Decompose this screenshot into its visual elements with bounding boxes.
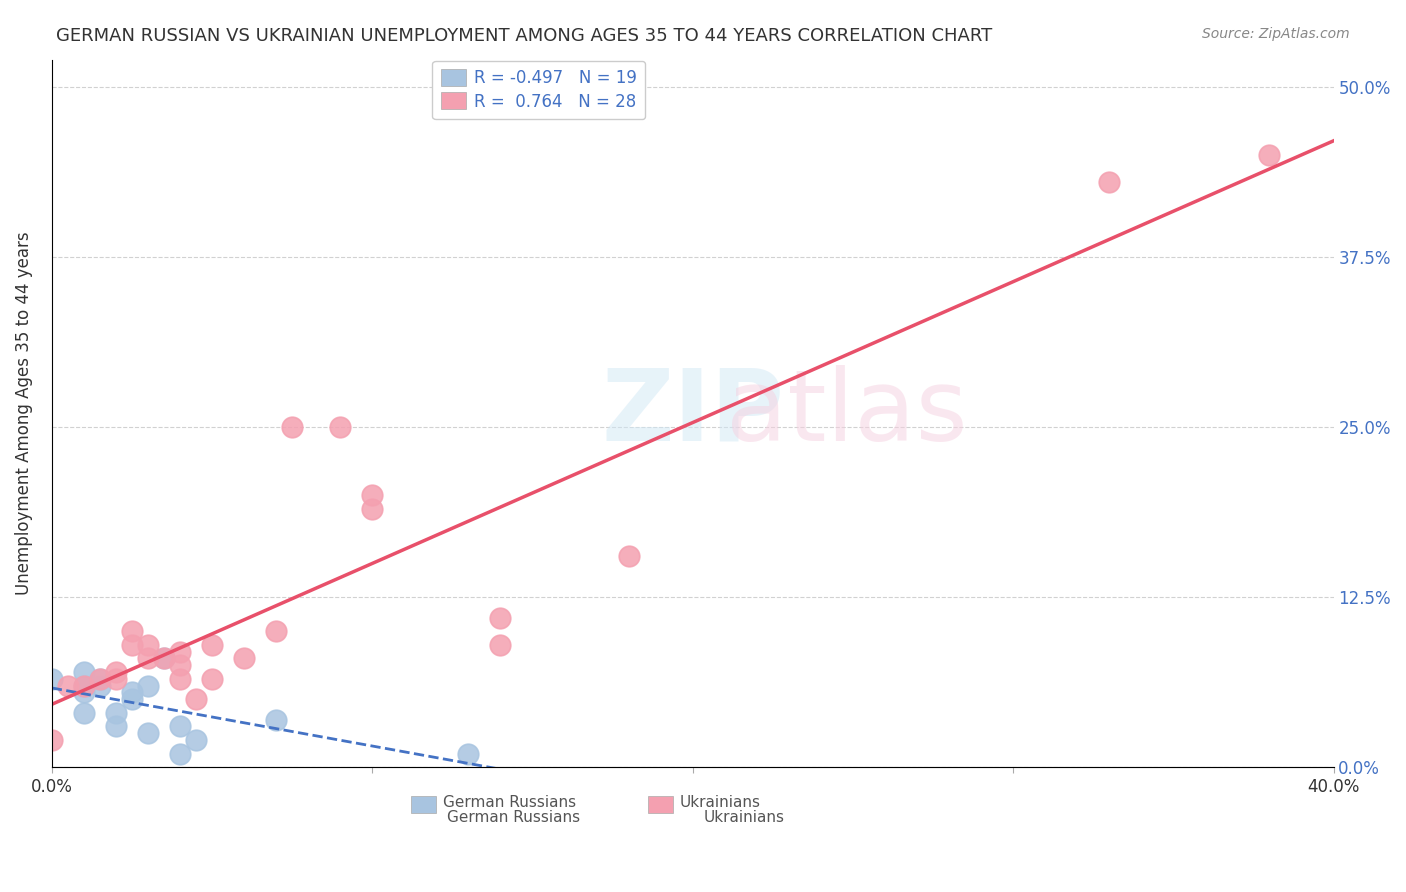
- Text: German Russians: German Russians: [447, 810, 579, 825]
- Text: Source: ZipAtlas.com: Source: ZipAtlas.com: [1202, 27, 1350, 41]
- Text: atlas: atlas: [725, 365, 967, 462]
- Point: [201, 638, 224, 652]
- Point: [153, 651, 176, 665]
- Point: [104, 672, 127, 686]
- Point: [136, 679, 159, 693]
- Point: [104, 706, 127, 720]
- Point: [361, 488, 384, 502]
- Point: [1258, 148, 1281, 162]
- Point: [89, 672, 111, 686]
- Point: [201, 672, 224, 686]
- Point: [73, 679, 96, 693]
- Point: [329, 420, 352, 434]
- Point: [136, 651, 159, 665]
- Point: [73, 685, 96, 699]
- Point: [169, 644, 191, 658]
- Text: German Russians: German Russians: [443, 795, 576, 810]
- Point: [121, 638, 143, 652]
- Point: [169, 672, 191, 686]
- Point: [121, 624, 143, 639]
- Point: [73, 665, 96, 679]
- Point: [281, 420, 304, 434]
- Point: [184, 733, 207, 747]
- Point: [169, 747, 191, 761]
- Text: Ukrainians: Ukrainians: [681, 795, 761, 810]
- Point: [73, 706, 96, 720]
- Legend: R = -0.497   N = 19, R =  0.764   N = 28: R = -0.497 N = 19, R = 0.764 N = 28: [433, 61, 645, 119]
- Point: [489, 638, 512, 652]
- Point: [104, 665, 127, 679]
- Point: [41, 672, 63, 686]
- Point: [489, 610, 512, 624]
- Point: [169, 658, 191, 673]
- Text: Ukrainians: Ukrainians: [703, 810, 785, 825]
- Point: [136, 638, 159, 652]
- Point: [617, 549, 640, 564]
- Point: [136, 726, 159, 740]
- Text: ZIP: ZIP: [602, 365, 785, 462]
- Point: [457, 747, 479, 761]
- Point: [89, 672, 111, 686]
- Point: [41, 733, 63, 747]
- Point: [56, 679, 79, 693]
- Point: [73, 679, 96, 693]
- Point: [1098, 175, 1121, 189]
- FancyBboxPatch shape: [648, 796, 673, 814]
- Text: GERMAN RUSSIAN VS UKRAINIAN UNEMPLOYMENT AMONG AGES 35 TO 44 YEARS CORRELATION C: GERMAN RUSSIAN VS UKRAINIAN UNEMPLOYMENT…: [56, 27, 993, 45]
- Point: [264, 713, 287, 727]
- Point: [264, 624, 287, 639]
- Point: [104, 719, 127, 733]
- Point: [121, 685, 143, 699]
- Point: [361, 501, 384, 516]
- Point: [153, 651, 176, 665]
- Point: [233, 651, 256, 665]
- Point: [169, 719, 191, 733]
- Y-axis label: Unemployment Among Ages 35 to 44 years: Unemployment Among Ages 35 to 44 years: [15, 232, 32, 595]
- Point: [184, 692, 207, 706]
- Point: [89, 679, 111, 693]
- Point: [121, 692, 143, 706]
- FancyBboxPatch shape: [411, 796, 436, 814]
